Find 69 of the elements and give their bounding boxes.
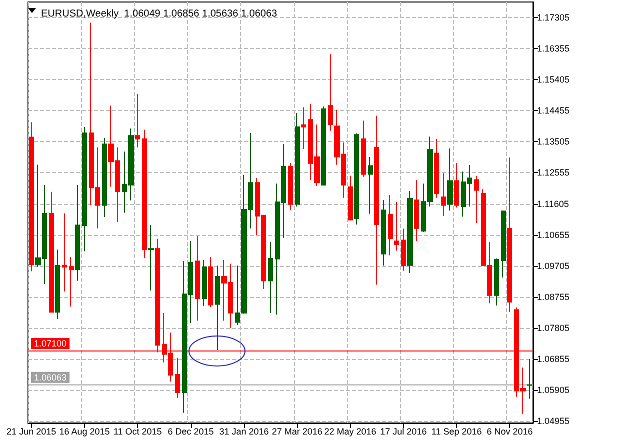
candlestick — [368, 156, 373, 214]
y-tick-label: 1.11605 — [537, 198, 569, 209]
candlestick — [49, 191, 54, 313]
candlestick — [474, 175, 479, 224]
candlestick — [301, 106, 306, 150]
candlestick — [361, 120, 366, 178]
candlestick — [148, 224, 154, 292]
candlestick — [348, 175, 353, 220]
candlestick — [215, 265, 220, 350]
candlestick — [441, 172, 446, 217]
candlestick — [354, 132, 359, 226]
candlestick — [29, 122, 34, 272]
candlestick — [527, 358, 532, 400]
candlestick — [507, 157, 512, 313]
y-tick-label: 1.12555 — [537, 168, 570, 178]
candlestick — [381, 200, 386, 266]
candlestick — [288, 162, 293, 211]
candlestick — [175, 357, 180, 399]
x-tick-label: 22 May 2016 — [324, 426, 376, 436]
candlestick — [454, 162, 459, 208]
candlestick — [142, 129, 147, 258]
candlestick — [321, 106, 326, 186]
candlestick — [407, 190, 413, 274]
candlestick — [82, 126, 87, 252]
y-tick-label: 1.08755 — [537, 292, 570, 302]
y-tick-label: 1.15405 — [537, 74, 570, 85]
x-tick-label: 31 Jan 2016 — [219, 426, 269, 436]
candlestick — [328, 54, 333, 132]
x-tick-label: 27 Mar 2016 — [272, 426, 322, 436]
candlestick — [62, 212, 67, 292]
candlestick — [75, 184, 80, 282]
x-tick-label: 16 Aug 2015 — [59, 426, 110, 436]
y-tick-label: 1.04955 — [537, 416, 570, 426]
candlestick — [394, 201, 399, 252]
y-tick-label: 1.14455 — [537, 106, 570, 116]
x-tick-label: 17 Jul 2016 — [380, 426, 427, 436]
candlestick — [414, 180, 419, 242]
x-tick-label: 6 Dec 2015 — [168, 426, 214, 436]
candlestick — [208, 256, 213, 308]
y-tick-label: 1.07805 — [537, 322, 570, 333]
candlestick — [501, 210, 506, 278]
candlestick — [434, 138, 439, 198]
x-tick-label: 21 Jun 2015 — [6, 426, 56, 436]
candlestick — [388, 194, 393, 256]
candlestick — [55, 249, 60, 320]
candlestick — [202, 260, 207, 306]
x-tick-label: 11 Oct 2015 — [113, 426, 162, 436]
candlestick — [374, 115, 379, 286]
text: EURUSD,Weekly 1.06049 1.06856 1.05636 1.06063 — [41, 8, 278, 20]
candlestick — [494, 258, 499, 306]
candlestick — [447, 148, 453, 211]
x-tick-label: 6 Nov 2016 — [486, 426, 533, 436]
y-tick-label: 1.06855 — [537, 354, 570, 364]
candlestick — [135, 93, 140, 148]
y-tick-label: 1.10655 — [537, 230, 570, 240]
x-tick-label: 11 Sep 2016 — [431, 426, 482, 436]
candlestick — [401, 228, 406, 272]
ref-line-label: 1.06063 — [34, 372, 67, 382]
candlestick — [102, 137, 107, 218]
candlestick — [195, 236, 200, 322]
y-tick-label: 1.17305 — [537, 12, 570, 23]
y-tick-label: 1.13505 — [537, 136, 570, 147]
candlestick — [295, 112, 300, 208]
ref-line-label: 1.07100 — [34, 338, 67, 348]
candlestick — [69, 256, 74, 308]
y-tick-label: 1.05905 — [537, 385, 570, 395]
candlestick — [268, 241, 273, 314]
y-tick-label: 1.16355 — [537, 44, 570, 54]
y-tick-label: 1.09705 — [537, 260, 570, 271]
